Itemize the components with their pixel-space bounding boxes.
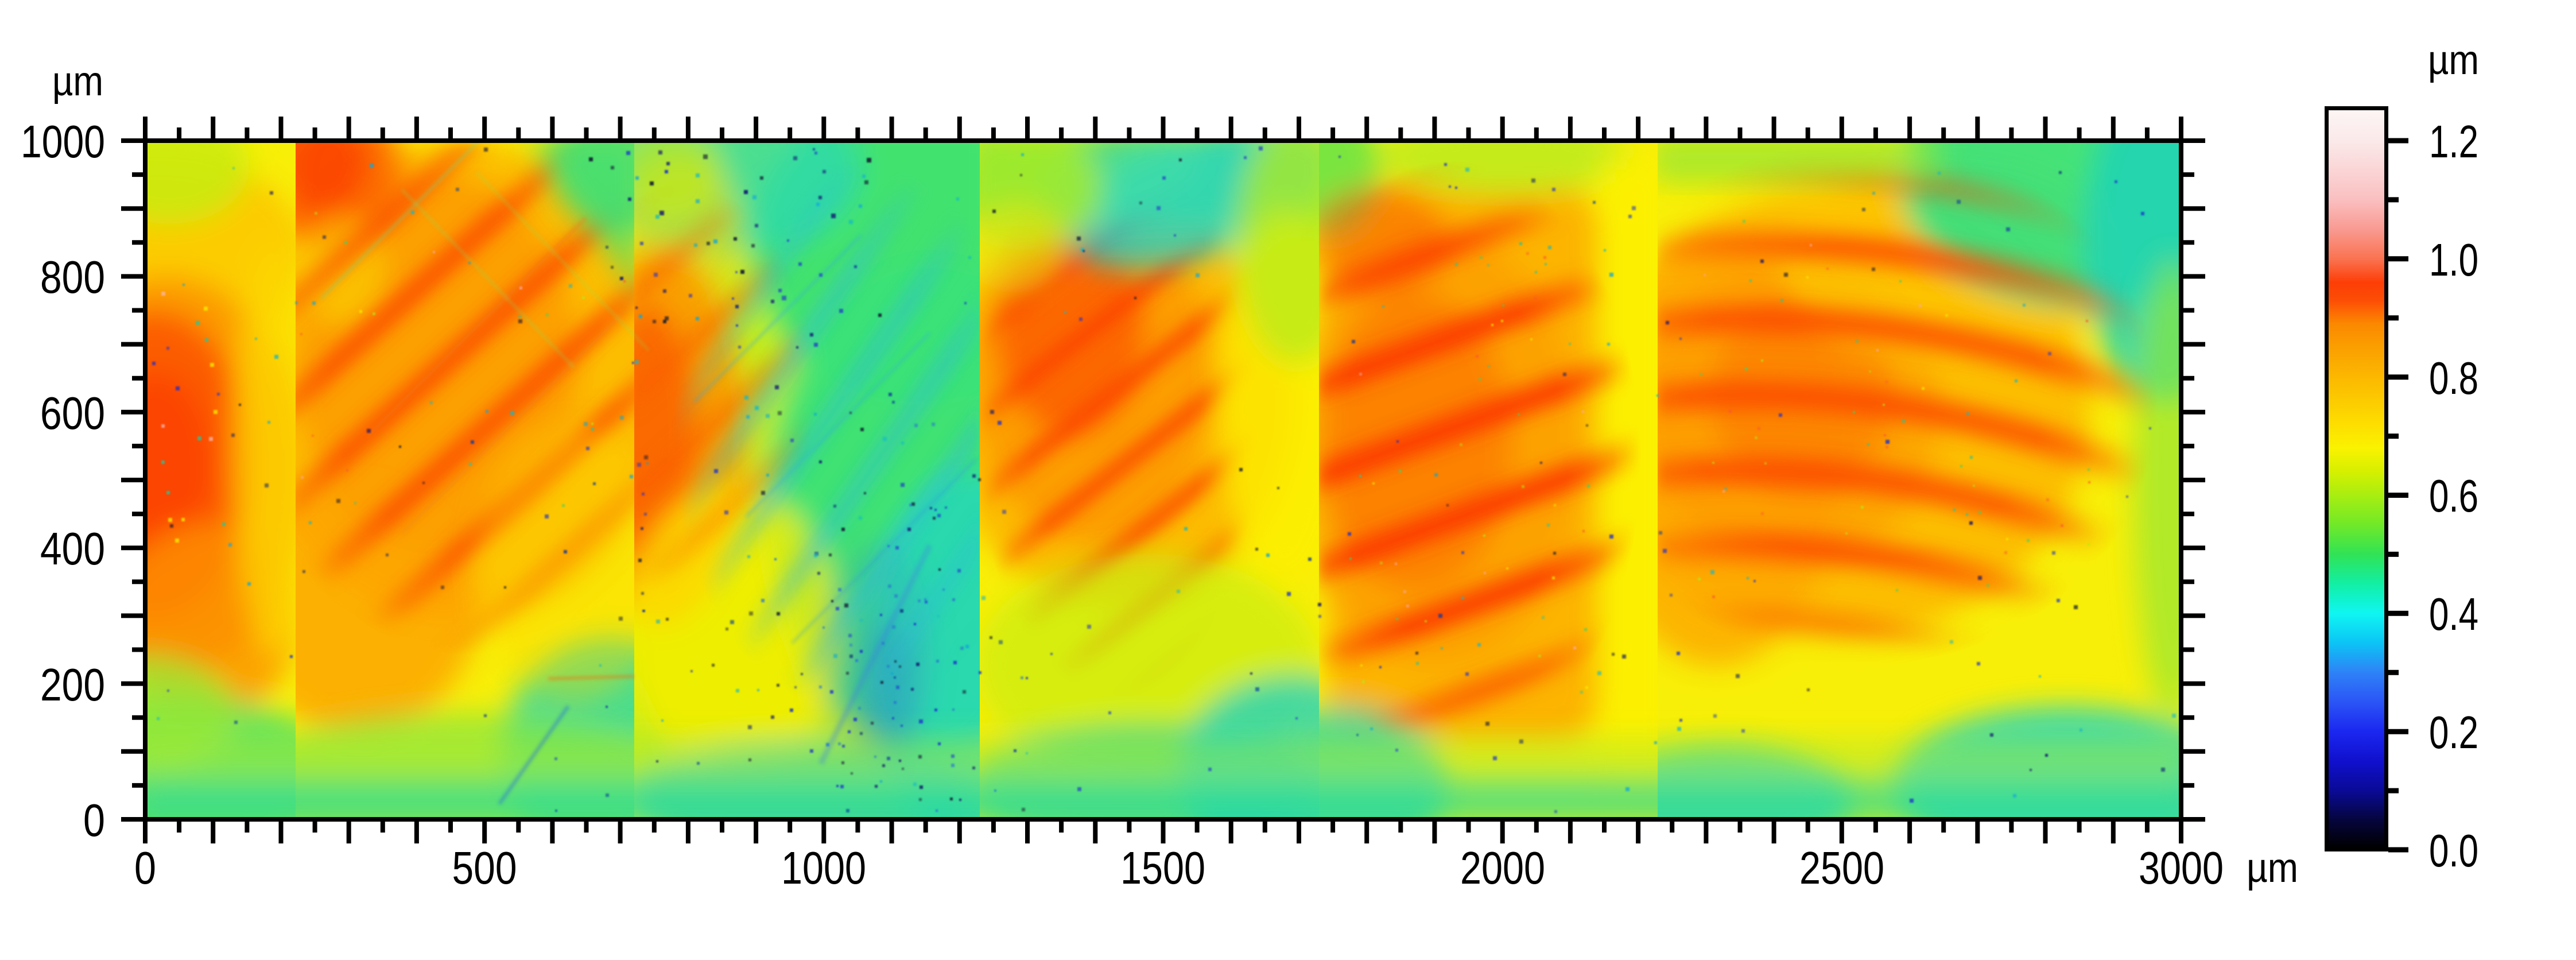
- svg-text:200: 200: [40, 659, 105, 710]
- svg-text:0: 0: [134, 842, 156, 893]
- svg-text:1.0: 1.0: [2429, 234, 2478, 285]
- svg-text:0: 0: [83, 795, 105, 846]
- svg-text:3000: 3000: [2139, 842, 2224, 893]
- svg-text:0.6: 0.6: [2429, 470, 2478, 521]
- svg-text:µm: µm: [2428, 37, 2479, 83]
- svg-text:800: 800: [40, 251, 105, 303]
- svg-text:0.0: 0.0: [2429, 825, 2478, 876]
- svg-text:0.4: 0.4: [2429, 589, 2478, 640]
- svg-text:400: 400: [40, 523, 105, 574]
- svg-text:2000: 2000: [1460, 842, 1545, 893]
- svg-text:0.8: 0.8: [2429, 353, 2478, 404]
- svg-text:µm: µm: [2247, 845, 2298, 891]
- svg-text:1.2: 1.2: [2429, 116, 2478, 167]
- svg-text:500: 500: [452, 842, 517, 893]
- svg-text:0.2: 0.2: [2429, 707, 2478, 758]
- svg-text:1000: 1000: [781, 842, 866, 893]
- svg-text:2500: 2500: [1799, 842, 1884, 893]
- svg-text:1500: 1500: [1120, 842, 1205, 893]
- svg-text:µm: µm: [52, 59, 103, 104]
- svg-text:600: 600: [40, 388, 105, 439]
- svg-text:1000: 1000: [21, 116, 105, 167]
